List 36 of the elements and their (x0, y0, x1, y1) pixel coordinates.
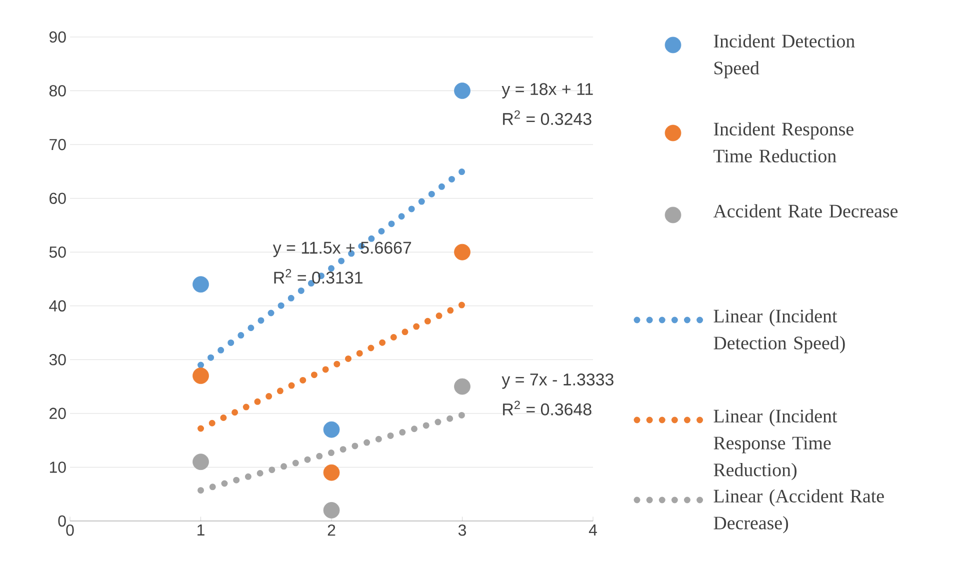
x-tick-label: 3 (458, 524, 466, 536)
point (192, 276, 209, 293)
annotation: y = 18x + 11 (502, 83, 593, 98)
annotation: y = 7x - 1.3333 (502, 373, 614, 389)
point (323, 502, 340, 518)
annotation: y = 11.5x + 5.6667 (272, 242, 412, 258)
legend-label: Linear (Incident Detection Speed) (714, 309, 845, 354)
x-tick-label: 2 (328, 524, 336, 536)
point (192, 454, 209, 470)
y-tick-label: 10 (50, 462, 66, 473)
x-tick-label: 4 (588, 524, 597, 536)
y-tick-label: 70 (50, 138, 66, 150)
legend-label: Accident Rate Decrease (713, 204, 898, 218)
legend-label: Incident Detection Speed (714, 34, 855, 78)
point (323, 464, 340, 481)
point (454, 378, 470, 395)
y-tick-label: 90 (50, 31, 66, 43)
annotation: R$^{2}$ = 0.3131 (274, 268, 362, 284)
legend-label: Linear (Incident Response Time Reduction) (714, 409, 838, 480)
y-tick-label: 40 (49, 300, 66, 312)
annotation: R$^{2}$ = 0.3648 (503, 400, 592, 416)
annotation: R$^{2}$ = 0.3243 (503, 110, 592, 126)
point (454, 244, 470, 260)
point (192, 368, 209, 384)
y-tick-label: 30 (49, 354, 66, 366)
y-tick-label: 20 (50, 408, 66, 420)
x-tick-label: 1 (198, 524, 204, 536)
y-tick-label: 60 (50, 192, 66, 204)
legend-label: Incident Response Time Reduction (714, 122, 854, 162)
legend-label: Linear (Accident Rate Decrease) (714, 489, 884, 534)
point (454, 82, 470, 99)
x-tick-label: 0 (66, 524, 74, 536)
y-tick-label: 0 (58, 515, 66, 527)
y-tick-label: 50 (49, 246, 66, 258)
point (323, 421, 340, 438)
y-tick-label: 80 (49, 85, 66, 96)
